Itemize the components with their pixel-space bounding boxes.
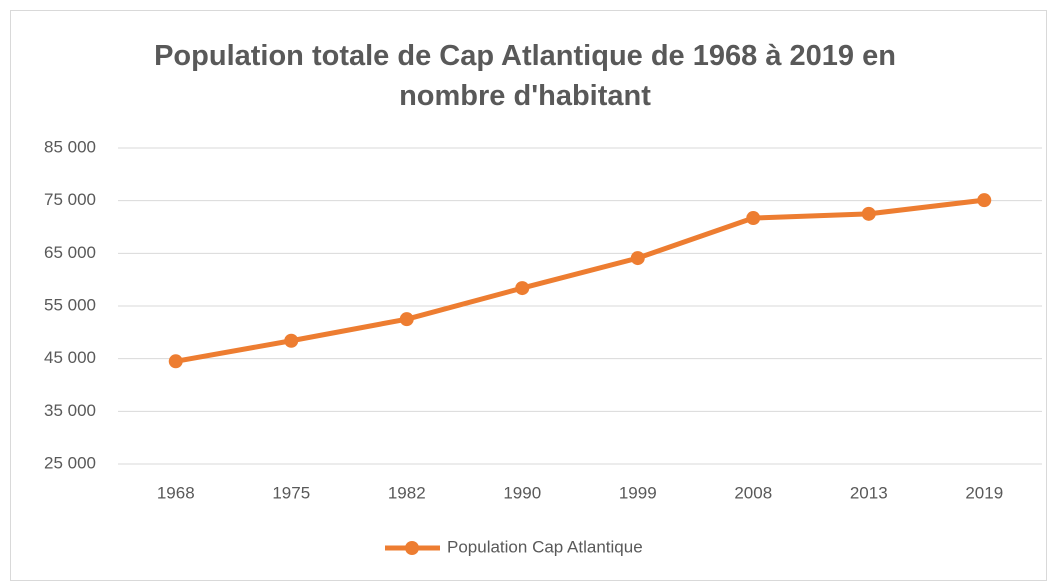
legend-marker [405, 541, 419, 555]
data-point [399, 312, 414, 327]
x-tick-label: 1990 [503, 483, 541, 502]
data-point [861, 206, 876, 221]
x-tick-label: 1982 [388, 483, 426, 502]
chart-border [10, 10, 1047, 581]
data-point [630, 251, 645, 266]
x-tick-label: 1975 [272, 483, 310, 502]
y-tick-label: 45 000 [44, 348, 96, 367]
y-tick-label: 35 000 [44, 401, 96, 420]
data-point [284, 333, 299, 348]
y-tick-label: 85 000 [44, 137, 96, 156]
y-tick-label: 75 000 [44, 190, 96, 209]
x-tick-label: 2013 [850, 483, 888, 502]
series-line [175, 197, 985, 364]
data-point [746, 211, 761, 226]
chart-title: Population totale de Cap Atlantique de 1… [154, 40, 896, 112]
y-tick-label: 65 000 [44, 243, 96, 262]
y-tick-label: 25 000 [44, 453, 96, 472]
x-tick-label: 2008 [734, 483, 772, 502]
legend-label: Population Cap Atlantique [447, 537, 643, 556]
x-tick-label: 2019 [965, 483, 1003, 502]
data-point [977, 193, 992, 208]
y-tick-label: 55 000 [44, 295, 96, 314]
data-point [515, 281, 530, 296]
x-tick-label: 1968 [157, 483, 195, 502]
x-tick-label: 1999 [619, 483, 657, 502]
data-point [168, 354, 183, 369]
